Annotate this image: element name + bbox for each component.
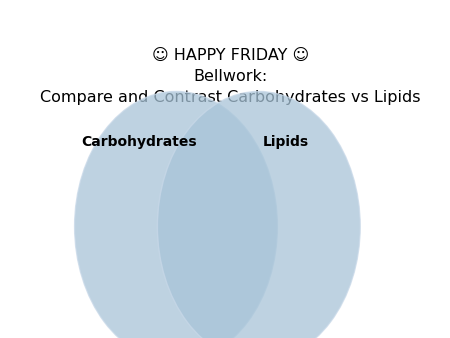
Ellipse shape [158,92,360,338]
Text: Carbohydrates: Carbohydrates [81,135,197,149]
Text: Lipids: Lipids [263,135,309,149]
Text: Bellwork:: Bellwork: [194,69,268,84]
Text: Compare and Contrast Carbohydrates vs Lipids: Compare and Contrast Carbohydrates vs Li… [40,90,421,105]
Text: ☺ HAPPY FRIDAY ☺: ☺ HAPPY FRIDAY ☺ [152,48,309,63]
Ellipse shape [75,92,277,338]
